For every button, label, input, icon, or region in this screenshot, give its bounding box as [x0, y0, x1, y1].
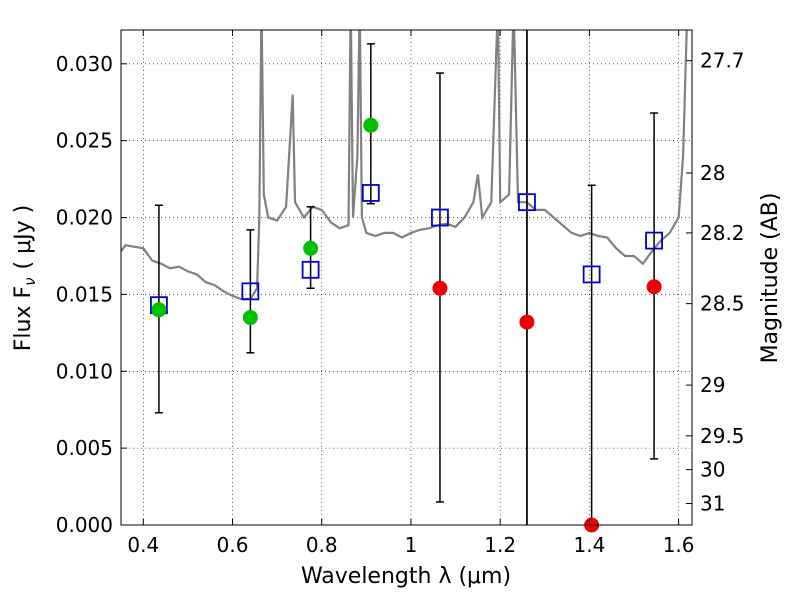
y-tick-label-0: 0.000 [56, 513, 113, 537]
y-tick-label-6: 0.030 [56, 52, 113, 76]
y-tick-label-4: 0.020 [56, 206, 113, 230]
grid-lines [121, 30, 692, 526]
y2-tick-label-2: 28.2 [700, 221, 745, 245]
y2-tick-label-0: 27.7 [700, 49, 745, 73]
x-tick-label-2: 0.8 [306, 533, 338, 557]
y-axis-label-main: Flux F [11, 286, 36, 351]
red-point-1 [519, 314, 535, 330]
y-tick-label-5: 0.025 [56, 129, 113, 153]
y-tick-label-3: 0.015 [56, 282, 113, 306]
red-point-0 [432, 280, 448, 296]
x-axis-label: Wavelength λ (μm) [301, 564, 511, 589]
model-spectrum-line [121, 30, 688, 301]
green-point-0 [151, 302, 167, 318]
y2-tick-label-4: 29 [700, 373, 725, 397]
green-point-2 [303, 240, 319, 256]
green-point-1 [242, 309, 258, 325]
y2-tick-label-1: 28 [700, 161, 725, 185]
green-point-3 [363, 117, 379, 133]
y-tick-label-1: 0.005 [56, 436, 113, 460]
y2-tick-label-5: 29.5 [700, 424, 745, 448]
blue-square-3 [361, 184, 380, 202]
blue-square-7 [645, 231, 663, 250]
blue-square-1 [241, 282, 260, 301]
x-axis: 0.4 0.6 0.8 1 1.2 1.4 1.6 [127, 30, 695, 557]
x-tick-label-3: 1 [405, 533, 418, 557]
plot-frame [120, 29, 693, 526]
blue-square-4 [431, 208, 449, 227]
x-tick-label-1: 0.6 [217, 533, 249, 557]
y-tick-label-2: 0.010 [56, 359, 113, 383]
blue-square-6 [582, 265, 601, 284]
y-axis-label-subscript: ν [21, 277, 39, 285]
x-tick-label-4: 1.2 [484, 533, 516, 557]
blue-square-5 [518, 193, 536, 212]
y2-axis-label: Magnitude (AB) [758, 193, 783, 364]
x-tick-label-6: 1.6 [663, 533, 695, 557]
y2-tick-label-7: 31 [700, 491, 725, 515]
blue-square-2 [301, 260, 320, 279]
y-axis-label-unit: ( μJy ) [11, 205, 36, 270]
y2-tick-label-3: 28.5 [700, 292, 745, 316]
y2-tick-label-6: 30 [700, 458, 725, 482]
markers-layer [150, 30, 663, 533]
y2-axis: 27.7 28 28.2 28.5 29 29.5 30 31 [686, 49, 745, 515]
x-tick-label-0: 0.4 [127, 533, 159, 557]
x-tick-label-5: 1.4 [573, 533, 605, 557]
y-axis: 0.000 0.005 0.010 0.015 0.020 0.025 0.030 [56, 52, 127, 537]
y-axis-label: Flux Fν ( μJy ) [11, 205, 39, 351]
red-point-3 [646, 279, 662, 295]
plot-background [121, 30, 692, 525]
